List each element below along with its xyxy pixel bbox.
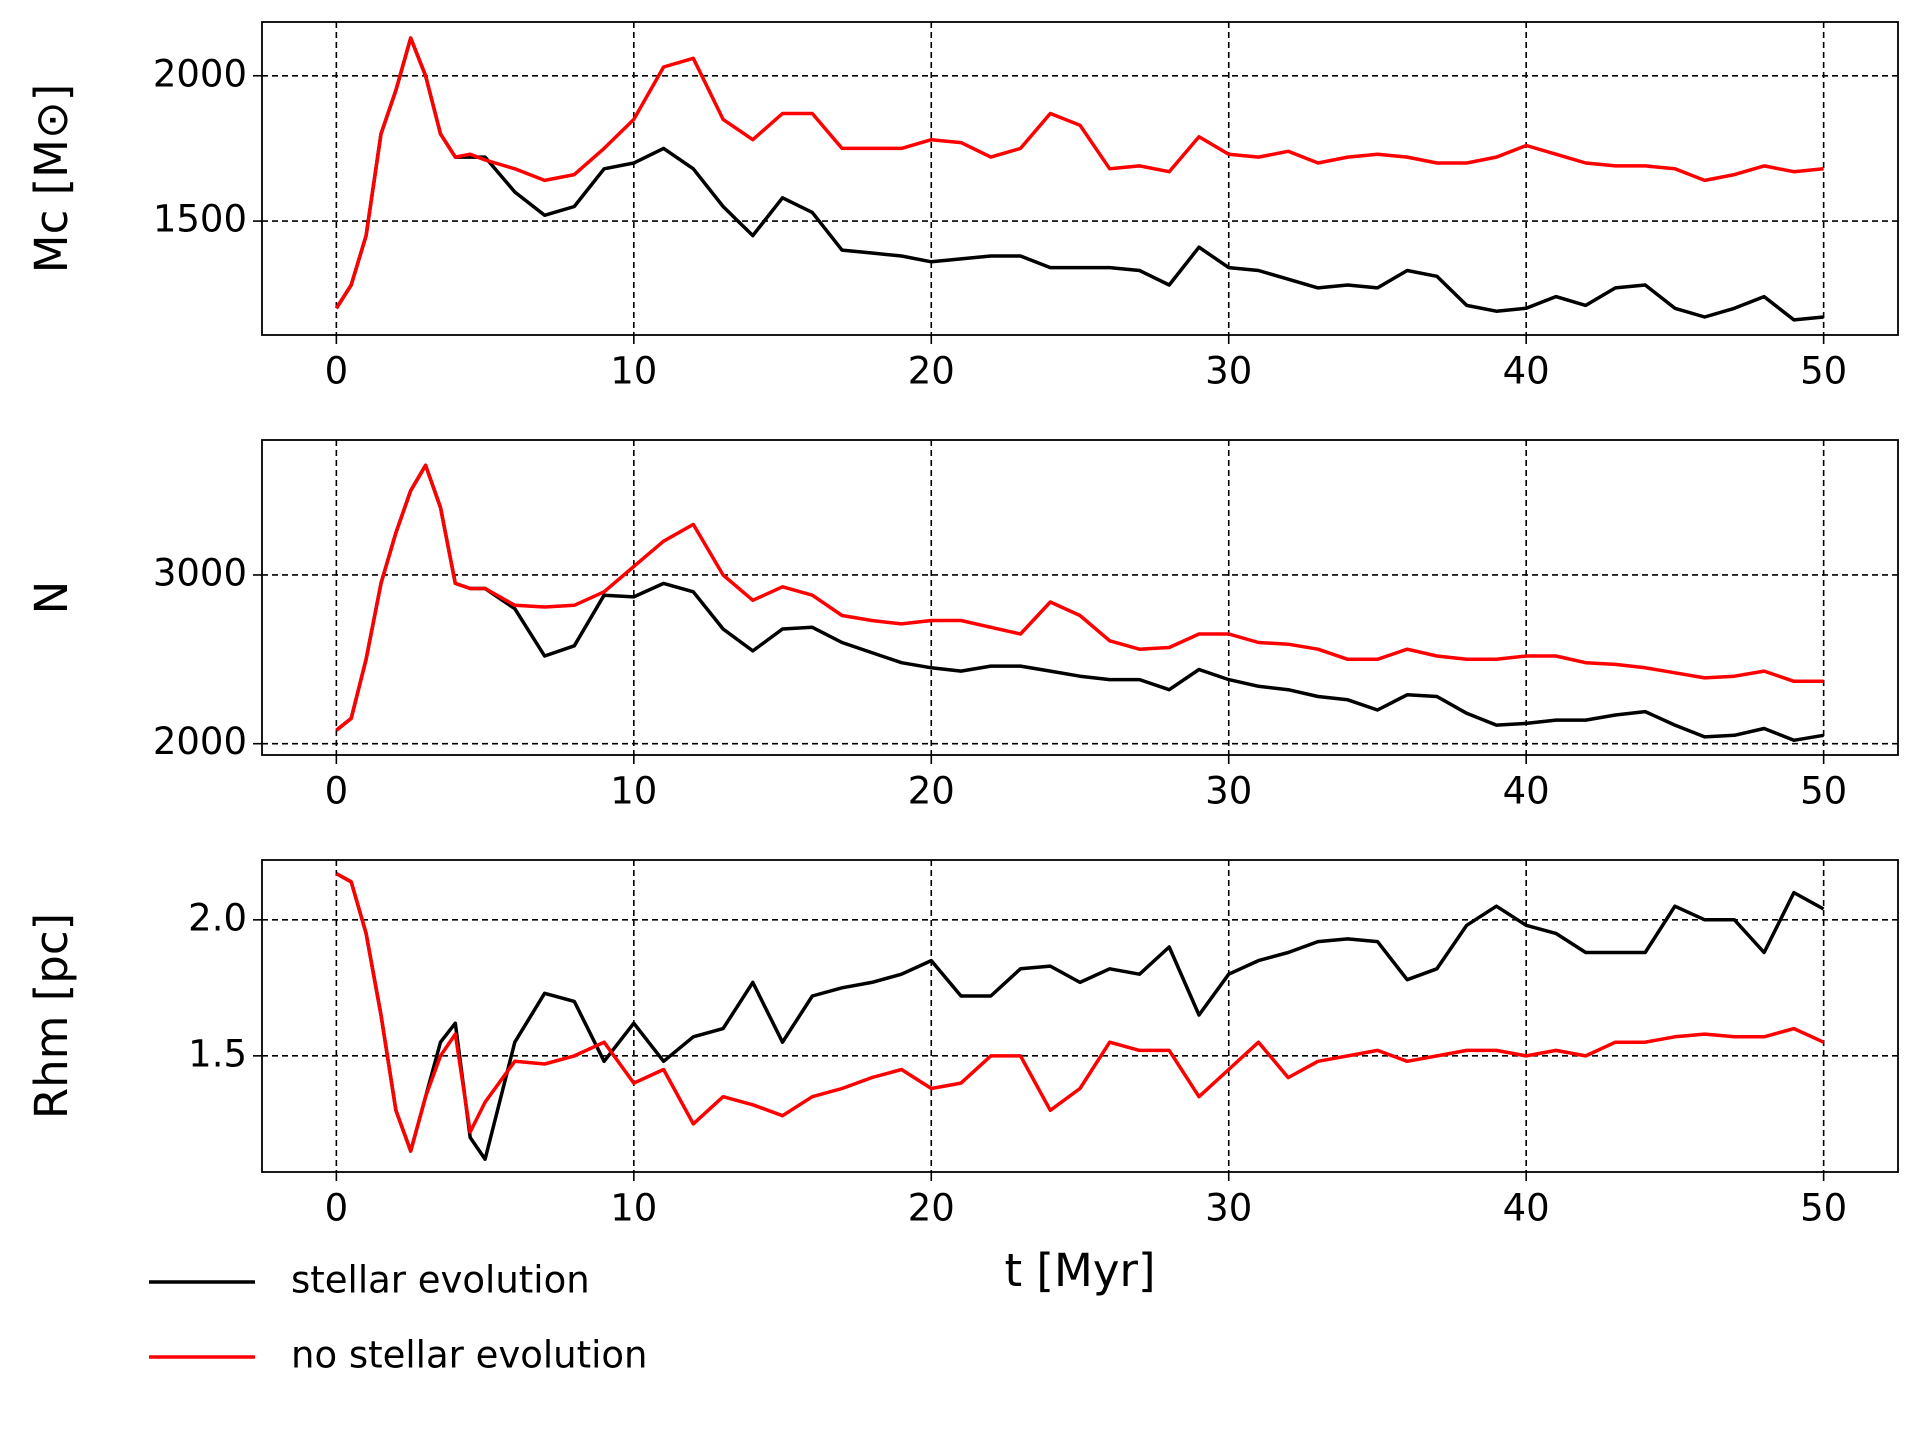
y-tick-label: 2.0 <box>188 896 247 939</box>
y-axis-label: Mc [M⊙] <box>25 84 78 274</box>
axes-frame <box>261 439 1899 756</box>
y-tick-label: 2000 <box>153 720 247 763</box>
x-tick-label: 50 <box>1800 1187 1847 1230</box>
x-tick-label: 40 <box>1503 770 1550 813</box>
x-tick-label: 50 <box>1800 350 1847 393</box>
series-line <box>334 36 1824 310</box>
x-tick-label: 40 <box>1503 1187 1550 1230</box>
x-tick-label: 0 <box>325 1187 349 1230</box>
y-tick-label: 1500 <box>153 198 247 241</box>
series-line <box>334 36 1824 322</box>
series-line <box>335 463 1824 732</box>
x-tick-label: 10 <box>610 350 657 393</box>
series-line <box>335 463 1824 743</box>
x-tick-label: 20 <box>908 770 955 813</box>
x-tick-label: 0 <box>325 770 349 813</box>
x-tick-label: 20 <box>908 1187 955 1230</box>
x-tick-label: 0 <box>325 350 349 393</box>
y-tick-label: 2000 <box>153 52 247 95</box>
y-axis-label: Rhm [pc] <box>25 913 78 1119</box>
x-tick-label: 20 <box>908 350 955 393</box>
axes-frame <box>261 21 1899 336</box>
legend-label: stellar evolution <box>291 1259 590 1302</box>
axes-frame <box>261 859 1899 1173</box>
legend-label: no stellar evolution <box>291 1334 648 1377</box>
x-tick-label: 30 <box>1205 1187 1252 1230</box>
x-tick-label: 50 <box>1800 770 1847 813</box>
x-tick-label: 10 <box>610 1187 657 1230</box>
x-tick-label: 30 <box>1205 770 1252 813</box>
y-axis-label: N <box>25 581 78 615</box>
x-tick-label: 40 <box>1503 350 1550 393</box>
series-line <box>335 872 1825 1161</box>
x-tick-label: 10 <box>610 770 657 813</box>
y-tick-label: 1.5 <box>188 1032 247 1075</box>
y-tick-label: 3000 <box>153 551 247 594</box>
series-line <box>335 872 1825 1153</box>
x-tick-label: 30 <box>1205 350 1252 393</box>
x-axis-label: t [Myr] <box>1004 1244 1155 1297</box>
